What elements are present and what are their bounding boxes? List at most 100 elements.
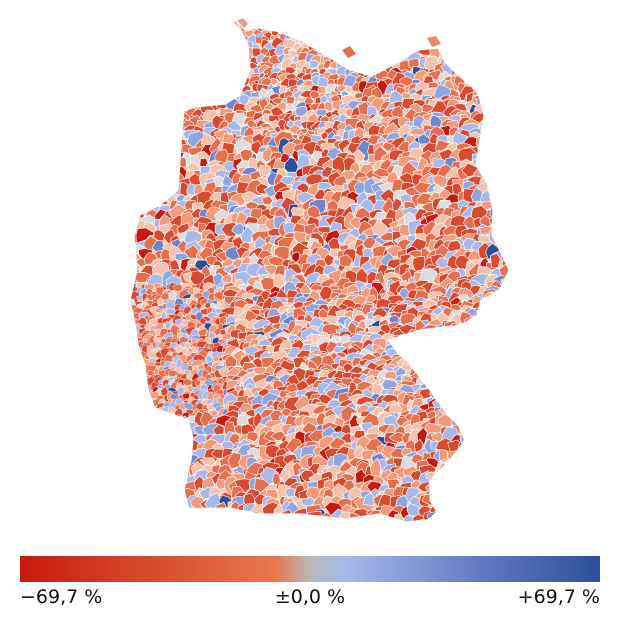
municipality-cell [138,120,159,134]
municipality-cell [507,511,509,522]
municipality-cell [159,511,174,522]
municipality-cell [132,122,152,133]
municipality-cell [504,60,509,76]
municipality-cell [471,315,491,329]
municipality-cell [130,398,135,408]
municipality-cell [130,120,138,138]
municipality-cell [143,59,160,73]
municipality-cell [515,179,529,191]
municipality-cell [249,20,260,29]
municipality-cell [471,334,488,344]
municipality-cell [167,32,184,50]
municipality-cell [380,20,392,29]
municipality-cell [336,29,348,39]
municipality-cell [499,174,509,185]
municipality-cell [470,20,491,35]
municipality-cell [404,7,417,18]
municipality-cell [212,32,224,46]
municipality-cell [491,496,507,512]
municipality-cell [500,371,509,386]
municipality-cell [130,38,141,49]
municipality-cell [423,345,437,365]
municipality-cell [183,74,196,86]
municipality-cell [451,21,472,35]
municipality-cell [439,505,457,521]
municipality-cell [426,345,444,356]
municipality-cell [130,512,151,522]
municipality-cell [216,46,235,61]
municipality-cell [135,47,150,62]
municipality-cell [500,98,509,117]
municipality-cell [469,524,483,537]
municipality-cell [130,486,132,502]
municipality-cell [451,336,464,346]
municipality-cell [187,58,204,73]
municipality-cell [192,26,206,36]
municipality-cell [178,20,194,27]
municipality-cell [136,401,146,413]
municipality-cell [223,67,243,83]
municipality-cell [191,27,209,38]
municipality-cell [312,519,326,522]
municipality-cell [465,383,477,395]
municipality-cell [300,9,314,19]
municipality-cell [435,482,449,496]
municipality-cell [167,31,184,42]
municipality-cell [500,8,519,18]
municipality-cell [454,335,475,355]
municipality-cell [428,328,446,341]
municipality-cell [504,392,509,408]
municipality-cell [211,20,224,30]
municipality-cell [378,32,396,49]
municipality-cell [181,52,199,65]
municipality-cell [511,376,524,391]
municipality-cell [502,130,509,145]
municipality-cell [486,97,500,117]
municipality-cell [494,85,509,97]
municipality-cell [508,381,509,395]
municipality-cell [506,220,509,236]
municipality-cell [130,472,144,482]
municipality-cell [505,404,509,423]
municipality-cell [135,24,152,41]
municipality-cell [181,23,197,36]
municipality-cell [444,21,461,35]
municipality-cell [411,343,428,360]
municipality-cell [392,524,412,534]
municipality-cell [486,62,501,77]
municipality-cell [130,55,138,64]
municipality-cell [144,174,156,191]
municipality-cell [152,67,167,82]
municipality-cell [387,20,400,38]
municipality-cell [471,72,488,85]
municipality-cell [136,469,149,488]
municipality-cell [330,523,347,537]
municipality-cell [489,391,506,406]
municipality-cell [320,42,331,54]
municipality-cell [139,66,160,83]
municipality-cell [498,407,509,423]
municipality-cell [417,20,430,30]
municipality-cell [117,297,128,314]
municipality-cell [483,416,502,433]
municipality-cell [505,149,509,166]
municipality-cell [150,481,166,493]
municipality-cell [312,21,320,29]
municipality-cell [162,34,180,46]
municipality-cell [173,75,192,88]
municipality-cell [191,80,204,98]
municipality-cell [356,33,368,53]
municipality-cell [450,496,468,508]
municipality-cell [133,385,142,397]
municipality-cell [467,462,484,482]
municipality-cell [153,51,164,69]
municipality-cell [188,8,202,17]
municipality-cell [479,489,493,506]
municipality-cell [130,281,132,296]
municipality-cell [318,30,330,39]
municipality-cell [448,363,466,381]
municipality-cell [510,195,521,206]
island-north-4 [427,36,441,47]
municipality-cell [462,21,482,37]
municipality-cell [219,20,237,27]
